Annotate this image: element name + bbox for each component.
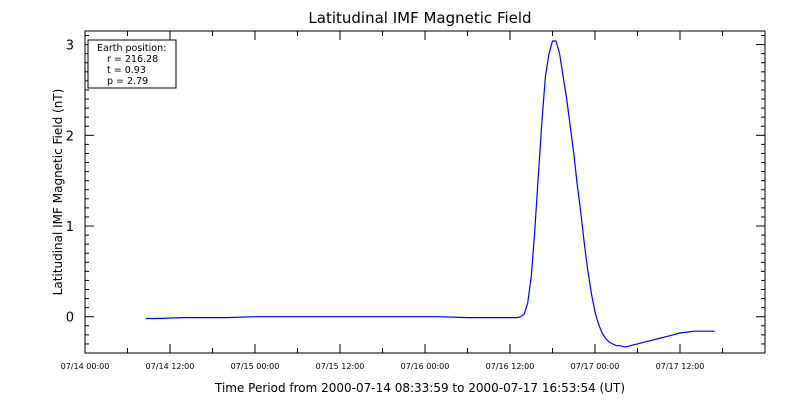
earth-position-frame	[87, 39, 177, 89]
x-tick-label: 07/17 12:00	[656, 362, 705, 371]
axis-ticks	[84, 31, 766, 354]
x-tick-label: 07/16 12:00	[486, 362, 535, 371]
y-tick-label: 2	[66, 129, 74, 144]
earth-position-r: r = 216.28	[107, 54, 158, 65]
earth-position-t: t = 0.93	[107, 65, 146, 76]
earth-position-p: p = 2.79	[107, 76, 148, 87]
x-tick-label: 07/16 00:00	[401, 362, 450, 371]
y-tick-labels: 0 1 2 3	[66, 39, 74, 326]
x-tick-label: 07/14 12:00	[146, 362, 195, 371]
y-tick-label: 0	[66, 311, 74, 326]
y-tick-label: 3	[66, 39, 74, 54]
earth-position-heading: Earth position:	[97, 43, 166, 54]
x-tick-labels: 07/14 00:00 07/14 12:00 07/15 00:00 07/15 1…	[61, 362, 705, 371]
series-line	[145, 40, 715, 348]
chart-title: Latitudinal IMF Magnetic Field	[308, 9, 531, 27]
y-tick-label: 1	[66, 220, 74, 235]
plot-frame	[84, 30, 766, 354]
x-tick-label: 07/14 00:00	[61, 362, 110, 371]
x-tick-label: 07/15 12:00	[316, 362, 365, 371]
earth-position-box: Earth position: r = 216.28 t = 0.93 p = …	[87, 39, 177, 89]
x-axis-label: Time Period from 2000-07-14 08:33:59 to …	[214, 381, 625, 395]
y-axis-label: Latitudinal IMF Magnetic Field (nT)	[51, 89, 65, 296]
x-tick-label: 07/17 00:00	[571, 362, 620, 371]
x-tick-label: 07/15 00:00	[231, 362, 280, 371]
